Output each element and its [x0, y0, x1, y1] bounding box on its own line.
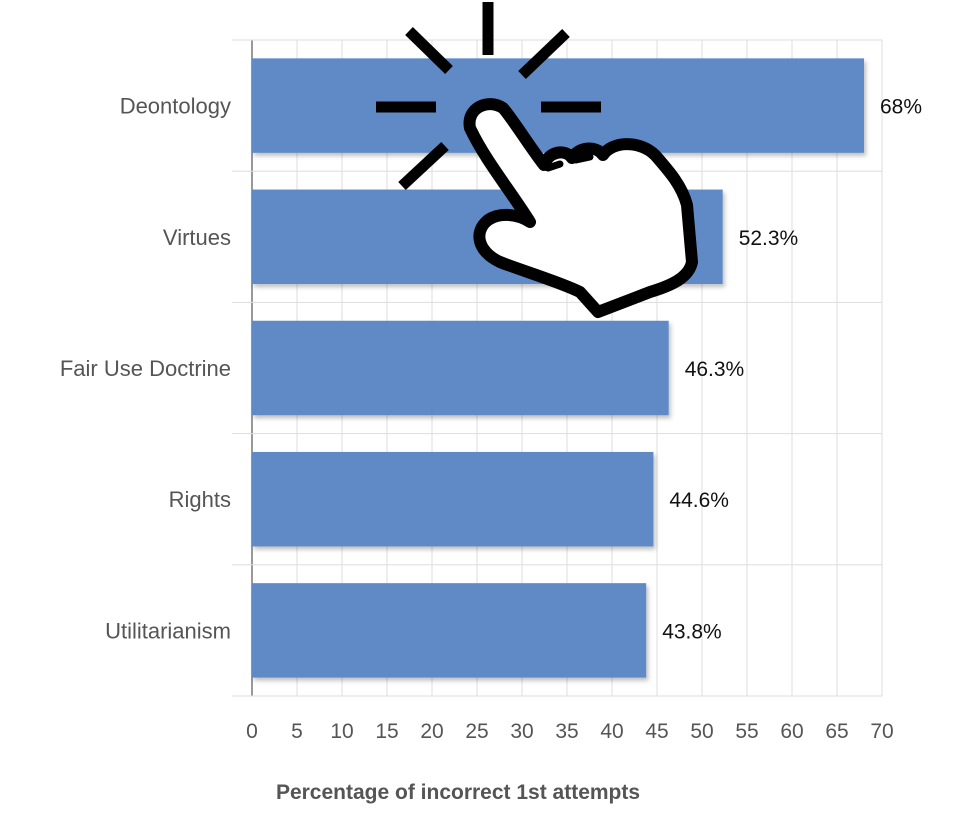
x-tick-label: 0: [246, 720, 258, 743]
x-tick-label: 60: [780, 720, 803, 743]
x-tick-label: 5: [291, 720, 303, 743]
category-label: Rights: [169, 487, 231, 512]
x-tick-label: 20: [420, 720, 443, 743]
data-labels: 68% 52.3% 46.3% 44.6% 43.8%: [662, 96, 922, 644]
x-tick-label: 50: [690, 720, 713, 743]
x-tick-label: 40: [600, 720, 623, 743]
x-tick-label: 30: [510, 720, 533, 743]
x-tick-label: 45: [645, 720, 668, 743]
data-label: 46.3%: [685, 358, 745, 381]
category-label: Virtues: [163, 225, 231, 250]
x-tick-label: 10: [330, 720, 353, 743]
bar: [252, 451, 654, 547]
x-tick-label: 35: [555, 720, 578, 743]
x-tick-label: 70: [870, 720, 893, 743]
x-tick-labels: 0 5 10 15 20 25 30 35 40 45 50 55 60 65 70: [246, 720, 894, 743]
x-tick-label: 55: [735, 720, 758, 743]
x-tick-label: 15: [375, 720, 398, 743]
category-label: Fair Use Doctrine: [60, 356, 231, 381]
data-label: 52.3%: [739, 227, 799, 250]
data-label: 44.6%: [669, 489, 729, 512]
bar: [252, 583, 647, 678]
data-label: 68%: [880, 96, 922, 119]
data-label: 43.8%: [662, 620, 722, 643]
category-label: Utilitarianism: [105, 618, 231, 643]
x-axis-title: Percentage of incorrect 1st attempts: [276, 781, 640, 804]
category-label: Deontology: [120, 94, 231, 119]
category-labels: Deontology Virtues Fair Use Doctrine Rights…: [60, 94, 231, 644]
tap-hand-icon: [376, 2, 698, 318]
x-tick-label: 25: [465, 720, 488, 743]
x-tick-label: 65: [825, 720, 848, 743]
bar: [252, 320, 669, 416]
